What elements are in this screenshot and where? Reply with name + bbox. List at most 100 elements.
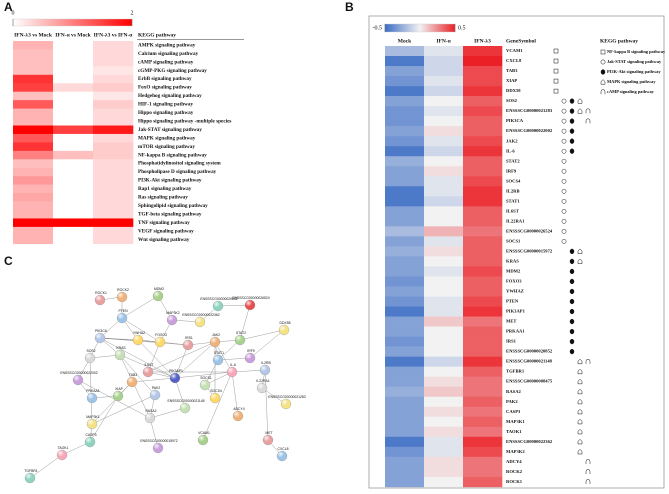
heat-cell <box>53 74 94 84</box>
row-label: ENSSSCG00000020852 <box>506 349 553 354</box>
node-label: YWHAZ <box>133 331 145 335</box>
heat-cell <box>463 176 503 187</box>
network-edge <box>119 354 151 419</box>
network-edge <box>174 371 233 379</box>
network-edge <box>149 417 159 449</box>
network-edge <box>264 369 269 441</box>
heat-cell <box>463 96 503 107</box>
heat-cell <box>424 326 464 337</box>
heat-cell <box>385 266 425 277</box>
network-edge <box>121 295 159 319</box>
heat-cell <box>424 146 464 157</box>
node-shine <box>143 367 153 377</box>
colorbar <box>384 23 456 33</box>
heat-cell <box>13 176 54 185</box>
node-shine <box>279 325 289 335</box>
node-shine <box>155 337 165 347</box>
heat-cell <box>424 196 464 207</box>
heat-cell <box>424 216 464 227</box>
network-edge <box>89 357 93 425</box>
network-edge <box>214 341 233 373</box>
row-label: NF-kappa B signaling pathway <box>138 152 207 158</box>
heat-cell <box>93 91 134 101</box>
heat-cell <box>93 184 134 194</box>
row-label: CXCL8 <box>506 58 522 63</box>
legend-symbol <box>600 79 606 85</box>
node-shine <box>85 437 95 447</box>
heat-cell <box>385 136 425 147</box>
heat-cell <box>385 236 425 247</box>
heat-cell <box>424 286 464 297</box>
node-shine <box>170 373 180 383</box>
row-label: ROCK1 <box>506 479 523 484</box>
pathway-symbol <box>561 128 567 134</box>
node-shine <box>277 451 287 461</box>
heat-cell <box>385 196 425 207</box>
pathway-symbol <box>585 479 591 485</box>
row-label: ENSSSCG00000008475 <box>506 379 553 384</box>
pathway-symbol <box>569 308 575 315</box>
heat-cell <box>424 436 464 448</box>
pathway-symbol <box>561 229 567 234</box>
heat-cell <box>53 176 94 185</box>
node-label: MDM2 <box>154 287 164 291</box>
row-label: CASP3 <box>506 409 521 414</box>
network-edge <box>119 354 156 396</box>
row-header: GeneSymbol <box>506 38 536 44</box>
pathway-symbol <box>569 98 575 104</box>
pathway-symbol <box>569 268 575 275</box>
heat-cell <box>13 108 54 118</box>
row-label: ENSSSCG00000026524 <box>506 228 553 233</box>
pathway-symbol <box>585 108 591 114</box>
heat-cell <box>463 86 503 97</box>
heat-cell <box>424 306 464 317</box>
heat-cell <box>424 336 464 347</box>
heat-cell <box>385 346 425 357</box>
node-shine <box>233 411 243 421</box>
heat-cell <box>463 186 503 197</box>
row-header: KEGG pathway <box>138 32 176 38</box>
row-label: PI3K-Akt signaling pathway <box>138 178 202 184</box>
heat-cell <box>13 133 54 143</box>
heat-cell <box>385 406 425 418</box>
heat-cell <box>93 150 134 160</box>
pathway-symbol <box>577 429 583 435</box>
heat-cell <box>385 156 425 167</box>
heat-cell <box>385 296 425 307</box>
network-edge <box>239 329 285 341</box>
row-label: VCAM1 <box>506 48 523 53</box>
heat-cell <box>53 49 94 59</box>
heat-cell <box>463 326 503 337</box>
network-edge <box>121 317 161 343</box>
network-edge <box>202 371 233 441</box>
heat-cell <box>13 193 54 202</box>
heat-cell <box>463 166 503 177</box>
row-label: Jak-STAT signaling pathway <box>138 127 202 133</box>
heat-cell <box>53 235 94 245</box>
legend-title: KEGG pathway <box>600 38 638 44</box>
heat-cell <box>463 236 503 247</box>
heat-cell <box>53 91 94 101</box>
pathway-symbol <box>585 469 591 475</box>
node-shine <box>198 435 208 445</box>
row-label: SOCS1 <box>506 238 521 243</box>
legend-symbol <box>600 49 606 55</box>
heat-cell <box>424 86 464 97</box>
row-label: IL-6 <box>506 148 515 153</box>
heat-cell <box>463 476 503 488</box>
heat-cell <box>385 176 425 187</box>
node-shine <box>180 403 190 413</box>
row-label: SOS2 <box>506 98 518 103</box>
heat-cell <box>53 201 94 211</box>
row-label: PIK3CA <box>506 118 524 123</box>
heat-cell <box>463 266 503 277</box>
pathway-symbol <box>561 98 567 104</box>
heat-cell <box>463 256 503 267</box>
legend-label: cAMP signaling pathway <box>607 89 655 94</box>
heat-cell <box>463 376 503 387</box>
heat-cell <box>463 426 503 438</box>
heat-cell <box>93 176 134 185</box>
heat-cell <box>53 117 94 126</box>
row-label: Sphingolipid signaling pathway <box>138 203 208 209</box>
node-label: PRKAA1 <box>86 389 99 393</box>
